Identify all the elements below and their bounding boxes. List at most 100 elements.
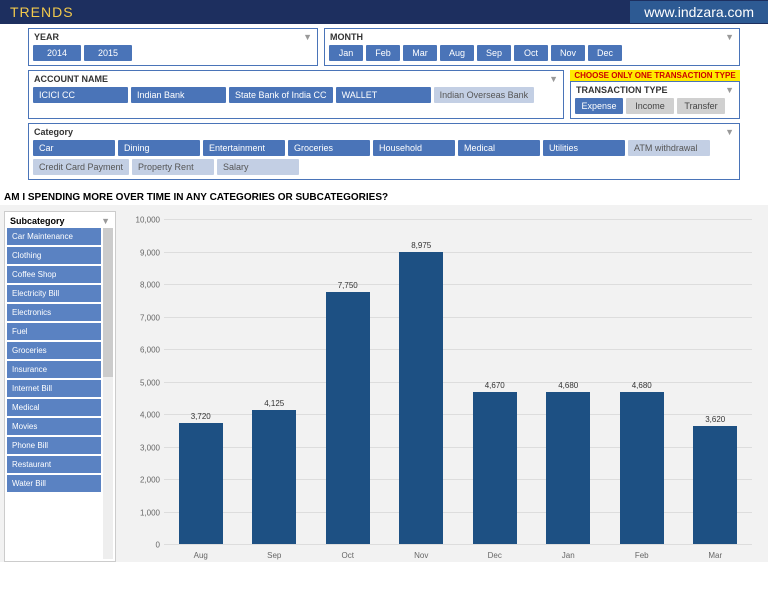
subcategory-item[interactable]: Coffee Shop: [7, 266, 101, 283]
x-axis-label: Feb: [609, 551, 674, 560]
subcategory-item[interactable]: Electronics: [7, 304, 101, 321]
transaction-chip[interactable]: Expense: [575, 98, 623, 114]
x-axis-label: Oct: [315, 551, 380, 560]
transaction-chip[interactable]: Income: [626, 98, 674, 114]
bar: [252, 410, 296, 544]
y-axis-label: 0: [156, 541, 164, 550]
x-axis-label: Aug: [168, 551, 233, 560]
subcategory-item[interactable]: Water Bill: [7, 475, 101, 492]
transaction-hint: CHOOSE ONLY ONE TRANSACTION TYPE: [570, 70, 740, 81]
category-chip[interactable]: Credit Card Payment: [33, 159, 129, 175]
year-label: YEAR: [34, 32, 59, 42]
x-axis-label: Nov: [389, 551, 454, 560]
subcategory-item[interactable]: Internet Bill: [7, 380, 101, 397]
subcategory-item[interactable]: Medical: [7, 399, 101, 416]
transaction-label: TRANSACTION TYPE: [576, 85, 668, 95]
subcategory-panel: Subcategory ▼ Car Maintenance Clothing Coff…: [4, 211, 116, 562]
month-panel: MONTH ▼ JanFebMarAugSepOctNovDec: [324, 28, 740, 66]
month-chip[interactable]: Mar: [403, 45, 437, 61]
month-chip[interactable]: Aug: [440, 45, 474, 61]
page-title: TRENDS: [0, 4, 74, 20]
category-chip[interactable]: Car: [33, 140, 115, 156]
month-chip[interactable]: Oct: [514, 45, 548, 61]
filter-icon[interactable]: ▼: [725, 127, 734, 137]
bar-chart: 01,0002,0003,0004,0005,0006,0007,0008,00…: [122, 211, 760, 562]
subcategory-item[interactable]: Groceries: [7, 342, 101, 359]
category-chip[interactable]: Property Rent: [132, 159, 214, 175]
subcategory-item[interactable]: Car Maintenance: [7, 228, 101, 245]
y-axis-label: 5,000: [140, 378, 164, 387]
x-axis-label: Dec: [462, 551, 527, 560]
category-chip[interactable]: Groceries: [288, 140, 370, 156]
y-axis-label: 1,000: [140, 508, 164, 517]
month-chip[interactable]: Feb: [366, 45, 400, 61]
month-chip[interactable]: Jan: [329, 45, 363, 61]
bar-value-label: 4,125: [264, 399, 284, 408]
filter-icon[interactable]: ▼: [725, 85, 734, 95]
bar-value-label: 7,750: [338, 281, 358, 290]
category-chip[interactable]: Salary: [217, 159, 299, 175]
y-axis-label: 2,000: [140, 476, 164, 485]
bar: [326, 292, 370, 544]
year-panel: YEAR ▼ 20142015: [28, 28, 318, 66]
bar-value-label: 4,680: [558, 381, 578, 390]
url-badge: www.indzara.com: [630, 1, 768, 23]
account-chip[interactable]: State Bank of India CC: [229, 87, 333, 103]
subcategory-item[interactable]: Electricity Bill: [7, 285, 101, 302]
month-chip[interactable]: Dec: [588, 45, 622, 61]
bar: [620, 392, 664, 544]
transaction-panel: TRANSACTION TYPE ▼ ExpenseIncomeTransfer: [570, 81, 740, 119]
transaction-chip[interactable]: Transfer: [677, 98, 725, 114]
y-axis-label: 3,000: [140, 443, 164, 452]
account-label: ACCOUNT NAME: [34, 74, 108, 84]
x-axis-label: Jan: [536, 551, 601, 560]
filter-icon[interactable]: ▼: [549, 74, 558, 84]
account-chip[interactable]: Indian Bank: [131, 87, 226, 103]
y-axis-label: 7,000: [140, 313, 164, 322]
subcategory-item[interactable]: Insurance: [7, 361, 101, 378]
filter-area: YEAR ▼ 20142015 MONTH ▼ JanFebMarAugSepOct…: [0, 24, 768, 188]
category-chip[interactable]: Dining: [118, 140, 200, 156]
y-axis-label: 9,000: [140, 248, 164, 257]
account-chip[interactable]: ICICI CC: [33, 87, 128, 103]
header: TRENDS www.indzara.com: [0, 0, 768, 24]
subcategory-item[interactable]: Fuel: [7, 323, 101, 340]
category-chip[interactable]: Utilities: [543, 140, 625, 156]
account-panel: ACCOUNT NAME ▼ ICICI CCIndian BankState B…: [28, 70, 564, 119]
category-chip[interactable]: Medical: [458, 140, 540, 156]
subcategory-scrollbar[interactable]: [103, 228, 113, 559]
month-label: MONTH: [330, 32, 363, 42]
month-chip[interactable]: Sep: [477, 45, 511, 61]
year-chip[interactable]: 2015: [84, 45, 132, 61]
category-label: Category: [34, 127, 73, 137]
y-axis-label: 10,000: [136, 216, 164, 225]
subcategory-label: Subcategory: [10, 216, 65, 226]
month-chip[interactable]: Nov: [551, 45, 585, 61]
subcategory-item[interactable]: Phone Bill: [7, 437, 101, 454]
y-axis-label: 6,000: [140, 346, 164, 355]
category-chip[interactable]: Entertainment: [203, 140, 285, 156]
year-chip[interactable]: 2014: [33, 45, 81, 61]
chart-question: AM I SPENDING MORE OVER TIME IN ANY CATE…: [0, 188, 768, 205]
bar-value-label: 4,670: [485, 381, 505, 390]
subcategory-item[interactable]: Clothing: [7, 247, 101, 264]
category-chip[interactable]: Household: [373, 140, 455, 156]
x-axis-label: Sep: [242, 551, 307, 560]
bar: [473, 392, 517, 544]
category-chip[interactable]: ATM withdrawal: [628, 140, 710, 156]
bar-value-label: 3,620: [705, 415, 725, 424]
filter-icon[interactable]: ▼: [725, 32, 734, 42]
bar-value-label: 3,720: [191, 412, 211, 421]
subcategory-item[interactable]: Restaurant: [7, 456, 101, 473]
bar: [546, 392, 590, 544]
x-axis-label: Mar: [683, 551, 748, 560]
account-chip[interactable]: Indian Overseas Bank: [434, 87, 535, 103]
filter-icon[interactable]: ▼: [303, 32, 312, 42]
filter-icon[interactable]: ▼: [101, 216, 110, 226]
bar: [693, 426, 737, 544]
bar: [399, 252, 443, 544]
scrollbar-thumb[interactable]: [103, 228, 113, 377]
bar: [179, 423, 223, 544]
subcategory-item[interactable]: Movies: [7, 418, 101, 435]
account-chip[interactable]: WALLET: [336, 87, 431, 103]
